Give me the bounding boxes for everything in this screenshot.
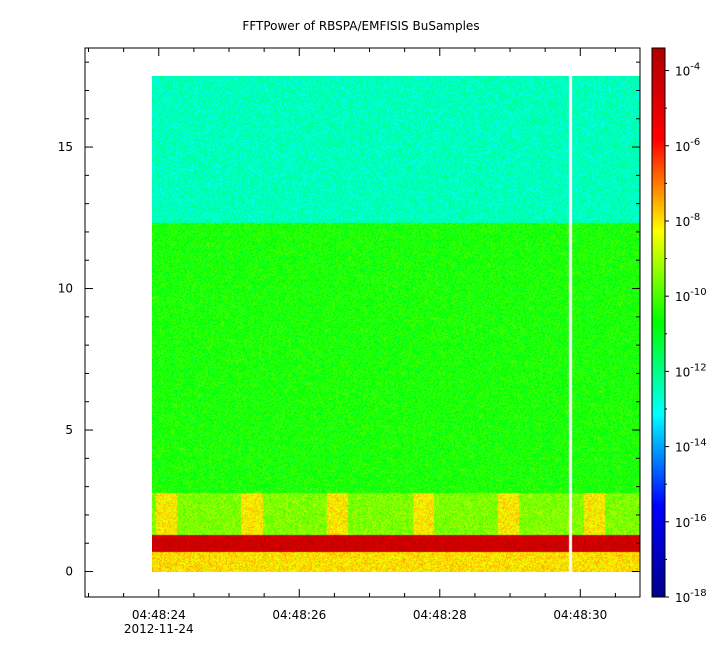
colorbar-tick-label: 10-18 bbox=[675, 588, 707, 605]
colorbar: 10-18 10-16 10-14 10-12 10-10 10-8 10-6 10-4 bbox=[651, 47, 707, 605]
y-tick-label: 15 bbox=[58, 140, 73, 154]
colorbar-tick-label: 10-16 bbox=[675, 513, 707, 530]
x-tick-label: 04:48:26 bbox=[272, 608, 326, 622]
chart-title: FFTPower of RBSPA/EMFISIS BuSamples bbox=[242, 19, 479, 33]
colorbar-tick-label: 10-8 bbox=[675, 212, 700, 229]
x-tick-label: 04:48:28 bbox=[413, 608, 467, 622]
colorbar-tick-label: 10-6 bbox=[675, 137, 700, 154]
x-tick-date-label: 2012-11-24 bbox=[124, 622, 194, 636]
plot-area bbox=[152, 76, 640, 572]
y-tick-label: 5 bbox=[65, 423, 73, 437]
colorbar-tick-label: 10-14 bbox=[675, 438, 707, 455]
y-tick-label: 10 bbox=[58, 282, 73, 296]
colorbar-frame bbox=[651, 47, 666, 598]
x-tick-label: 04:48:24 bbox=[132, 608, 186, 622]
colorbar-tick-label: 10-12 bbox=[675, 362, 707, 379]
colorbar-tick-label: 10-10 bbox=[675, 287, 707, 304]
plot-frame bbox=[84, 47, 641, 598]
x-tick-label: 04:48:30 bbox=[553, 608, 607, 622]
y-tick-label: 0 bbox=[65, 565, 73, 579]
spectrogram-image bbox=[152, 76, 640, 572]
colorbar-tick-label: 10-4 bbox=[675, 62, 700, 79]
colorbar-gradient bbox=[652, 48, 665, 597]
